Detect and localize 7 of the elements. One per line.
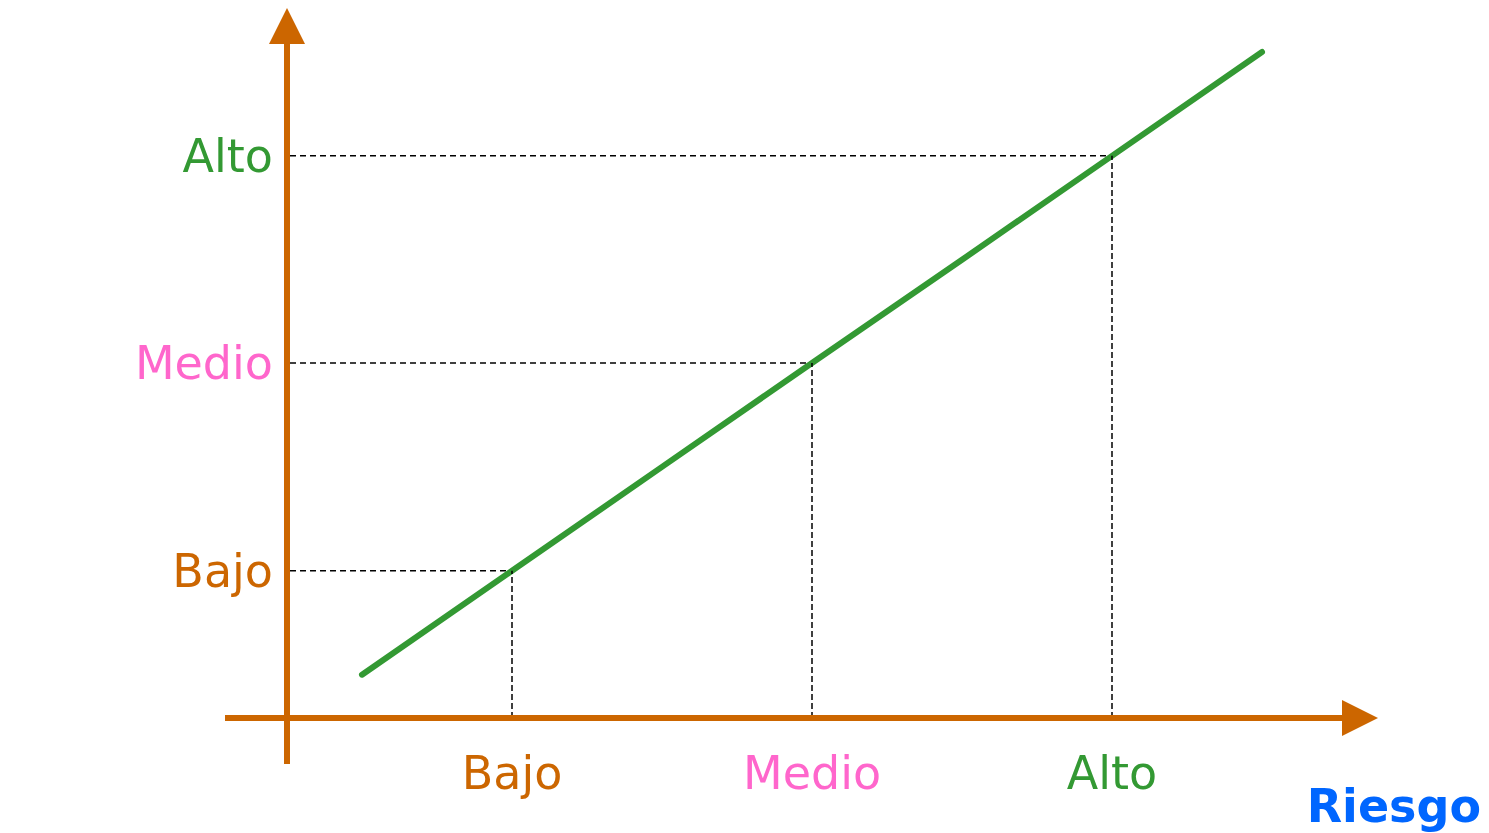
x-axis-title: Riesgo <box>1306 779 1481 833</box>
x-tick-label: Medio <box>742 746 882 800</box>
x-tick-label: Bajo <box>461 746 563 800</box>
ref-line-label: Bajo <box>172 543 273 598</box>
x-tick-label: Alto <box>1066 746 1158 800</box>
ref-line-label: Alto <box>182 128 273 183</box>
ref-line-label: Medio <box>134 336 273 390</box>
